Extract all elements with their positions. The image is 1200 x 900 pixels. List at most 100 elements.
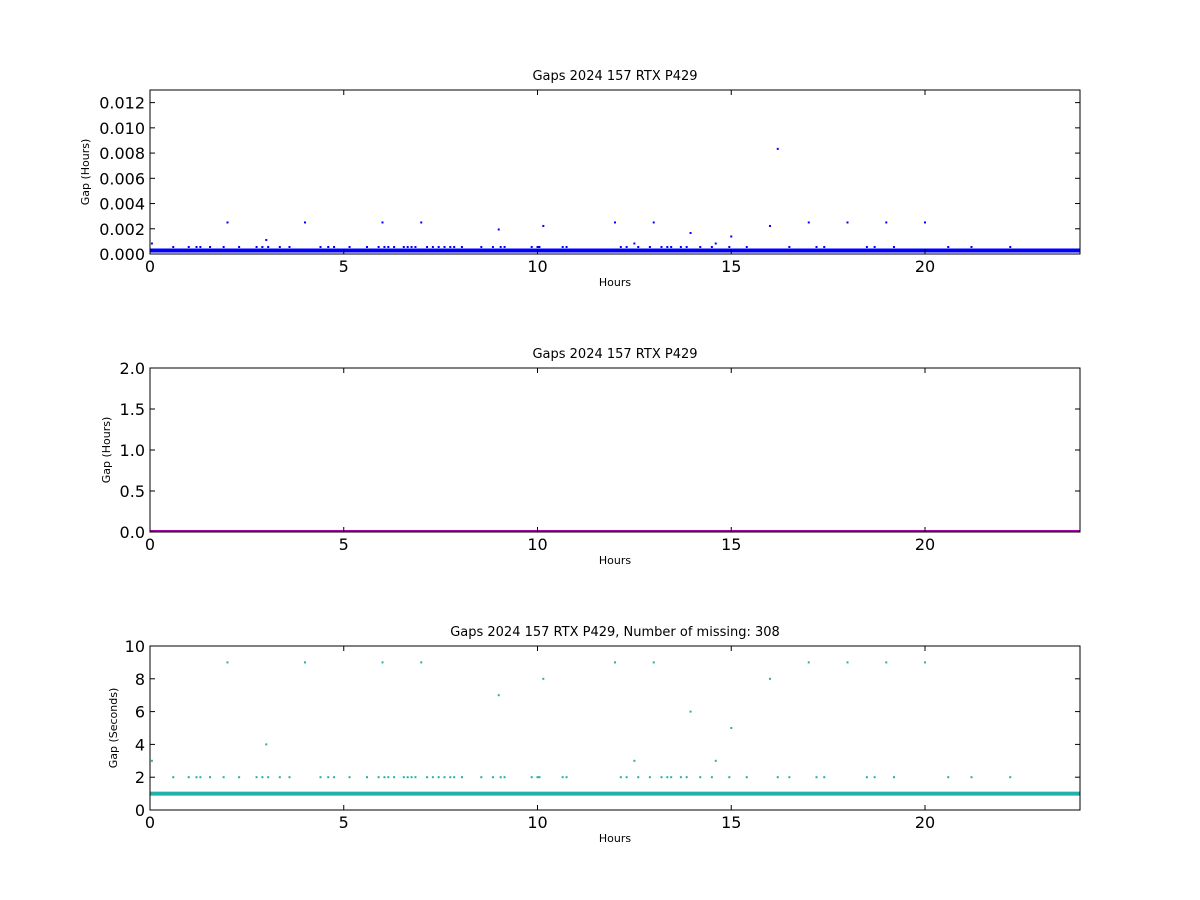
x-tick-label: 5 xyxy=(339,535,349,554)
x-tick-label: 15 xyxy=(721,257,741,276)
data-point xyxy=(278,245,281,248)
data-point xyxy=(449,245,452,248)
data-point xyxy=(199,776,202,779)
data-point xyxy=(745,245,748,248)
data-point xyxy=(503,245,506,248)
y-tick-label: 6 xyxy=(135,703,145,722)
data-point xyxy=(377,245,380,248)
data-point xyxy=(565,776,568,779)
data-point xyxy=(893,776,895,779)
data-point xyxy=(530,245,533,248)
data-point xyxy=(776,776,779,779)
data-point xyxy=(381,661,384,664)
chart-panel-3: 0 5 10 15 20 0 2 4 6 8 10 Gaps 2024 157 RTX P429, N… xyxy=(107,625,1081,845)
data-point xyxy=(633,242,636,245)
data-point xyxy=(222,245,225,248)
data-point xyxy=(728,245,731,248)
data-point xyxy=(666,776,669,779)
data-point xyxy=(542,677,545,680)
data-point xyxy=(393,776,396,779)
data-point xyxy=(402,245,405,248)
data-point xyxy=(426,245,429,248)
data-point xyxy=(443,776,446,779)
data-point xyxy=(381,221,384,224)
data-point xyxy=(503,776,506,779)
data-point xyxy=(414,245,417,248)
data-point xyxy=(453,776,456,779)
data-point xyxy=(728,776,731,779)
data-point xyxy=(699,245,702,248)
data-point xyxy=(776,147,779,150)
data-point xyxy=(238,776,241,779)
data-point xyxy=(209,245,212,248)
data-point xyxy=(648,776,651,779)
x-tick-label: 20 xyxy=(915,257,935,276)
data-point xyxy=(267,776,270,779)
data-point xyxy=(209,776,212,779)
data-point xyxy=(199,245,202,248)
data-point xyxy=(460,776,463,779)
data-point xyxy=(333,245,336,248)
data-point xyxy=(670,776,673,779)
data-point xyxy=(714,242,717,245)
data-point xyxy=(637,245,640,248)
y-axis-label: Gap (Seconds) xyxy=(107,688,120,769)
data-point xyxy=(265,743,268,746)
data-point xyxy=(710,776,713,779)
data-point xyxy=(480,776,483,779)
data-point xyxy=(652,221,655,224)
y-tick-label: 0.004 xyxy=(99,195,145,214)
data-point xyxy=(288,245,291,248)
x-axis-label: Hours xyxy=(599,276,631,289)
data-point xyxy=(491,245,494,248)
data-point xyxy=(497,228,500,231)
data-point xyxy=(387,245,390,248)
data-point xyxy=(1009,776,1012,779)
data-point xyxy=(970,245,973,248)
data-point xyxy=(278,776,281,779)
data-point xyxy=(348,245,351,248)
data-point xyxy=(383,776,386,779)
data-point xyxy=(815,776,818,779)
data-point xyxy=(530,776,533,779)
data-point xyxy=(226,661,229,664)
data-point xyxy=(265,238,268,241)
data-point xyxy=(970,776,973,779)
data-point xyxy=(383,245,386,248)
data-point xyxy=(319,245,322,248)
data-point xyxy=(222,776,225,779)
data-point xyxy=(431,776,434,779)
data-point xyxy=(420,221,423,224)
data-point xyxy=(807,221,810,224)
chart-title: Gaps 2024 157 RTX P429, Number of missin… xyxy=(450,625,780,640)
y-tick-label: 0.0 xyxy=(120,523,145,542)
data-point xyxy=(652,661,655,664)
data-point xyxy=(288,776,291,779)
data-point xyxy=(499,245,502,248)
data-point xyxy=(150,759,153,762)
data-point xyxy=(788,776,791,779)
y-tick-label: 4 xyxy=(135,735,145,754)
data-point xyxy=(815,245,818,248)
data-point xyxy=(769,677,771,680)
y-tick-label: 2.0 xyxy=(120,359,145,378)
plot-frame xyxy=(149,645,1081,811)
x-tick-label: 10 xyxy=(527,535,547,554)
data-point xyxy=(387,776,390,779)
data-point xyxy=(614,661,616,664)
x-axis-label: Hours xyxy=(599,554,631,567)
data-point xyxy=(846,661,849,664)
data-point xyxy=(1009,245,1012,248)
x-tick-label: 10 xyxy=(527,813,547,832)
x-tick-label: 20 xyxy=(915,813,935,832)
x-tick-label: 0 xyxy=(145,813,155,832)
data-point xyxy=(924,221,926,224)
data-point xyxy=(333,776,336,779)
x-tick-label: 0 xyxy=(145,257,155,276)
data-point xyxy=(150,242,153,245)
data-point xyxy=(304,221,306,224)
data-point xyxy=(885,661,888,664)
data-point xyxy=(679,776,682,779)
data-point xyxy=(619,776,622,779)
y-tick-label: 0.000 xyxy=(99,245,145,264)
